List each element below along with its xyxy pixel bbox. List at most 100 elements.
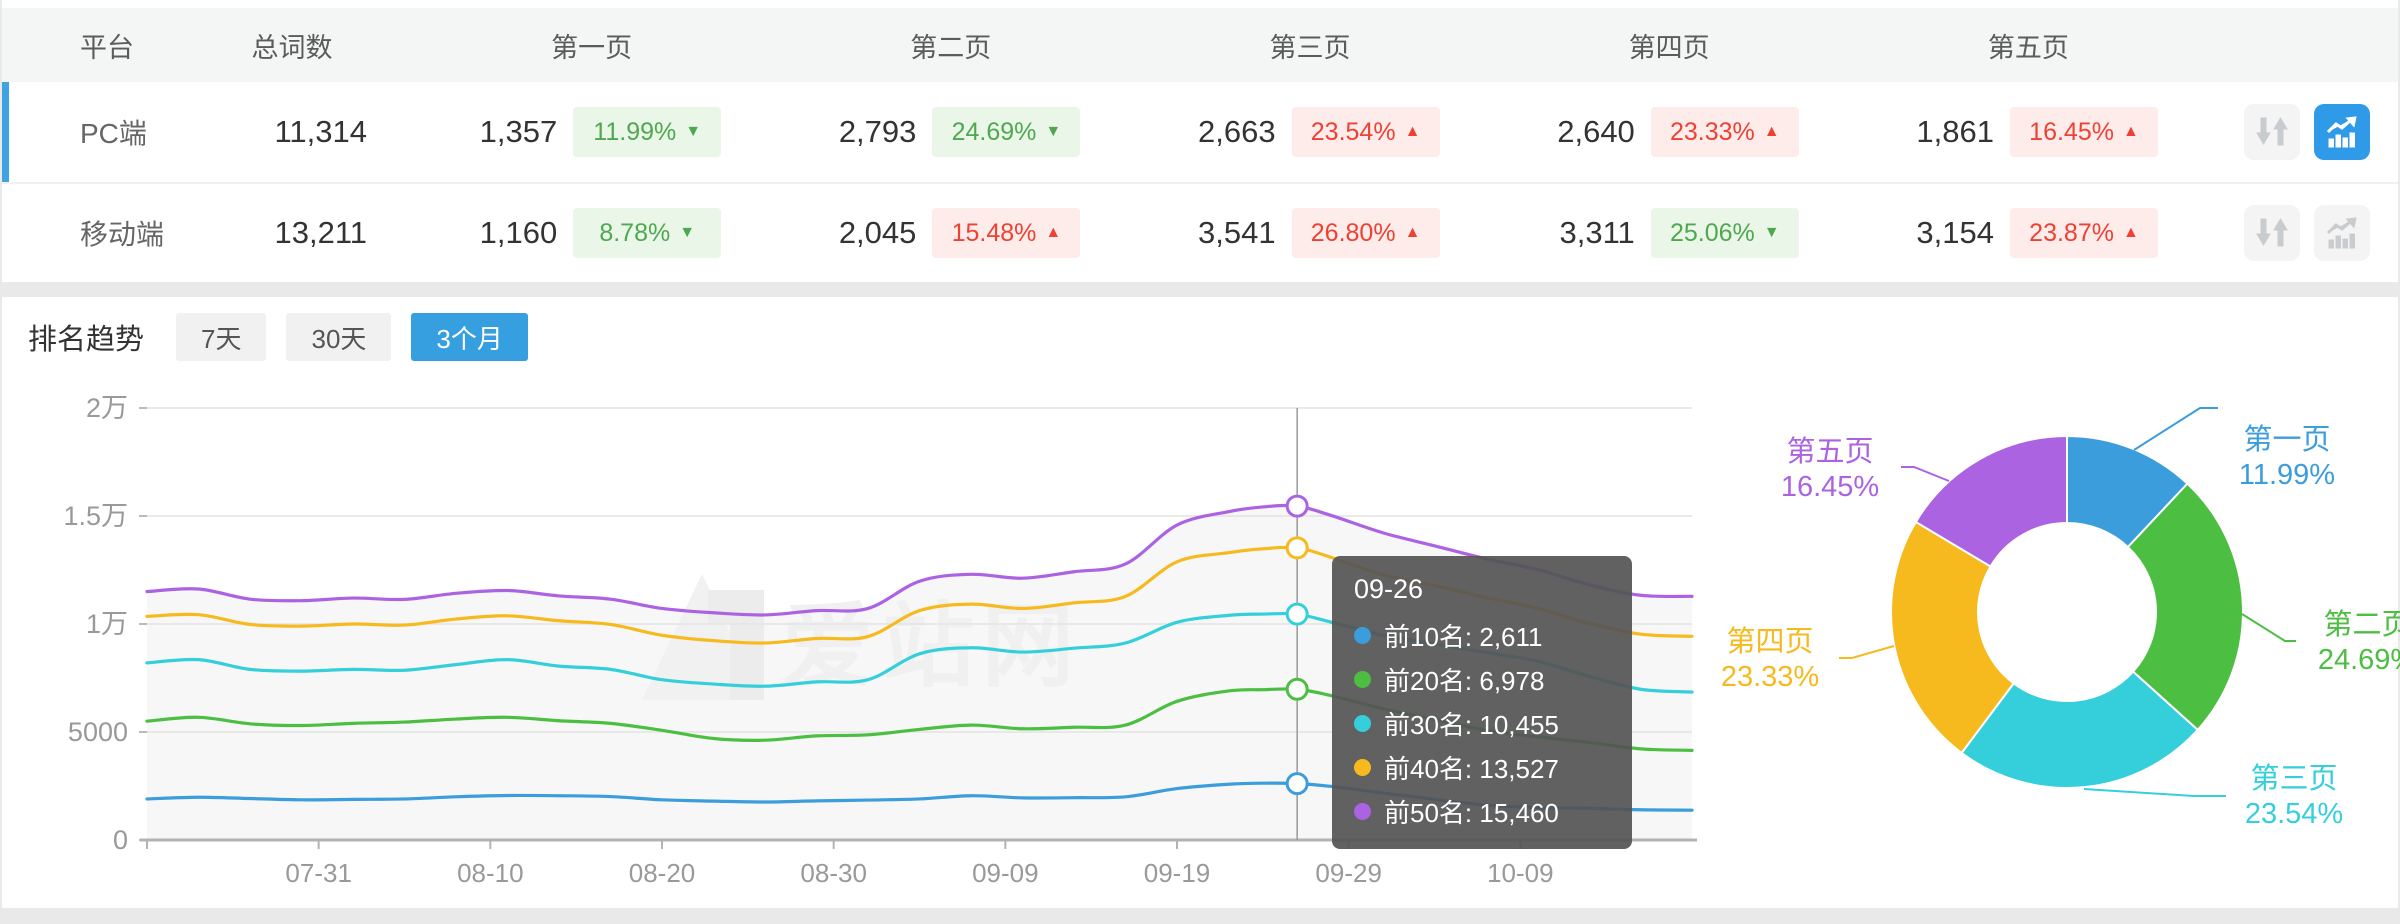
tooltip-item-text: 前50名: 15,460 <box>1384 797 1559 828</box>
tab-7days[interactable]: 7天 <box>176 313 267 361</box>
arrow-up-icon: ▲ <box>2122 123 2139 140</box>
trend-chart-icon <box>2326 217 2357 249</box>
table-row-pc[interactable]: PC端 11,314 1,357 11.99% ▼ 2,793 24.69% ▼ 2,663… <box>2 82 2398 182</box>
donut-label-percent: 23.33% <box>1720 661 1820 693</box>
change-percent: 23.54% <box>1310 117 1396 146</box>
sort-button[interactable] <box>2244 104 2300 160</box>
keyword-count: 3,541 <box>1198 215 1276 250</box>
tooltip-item: 前10名: 2,611 <box>1354 613 1610 657</box>
series-line-前50名[interactable] <box>145 503 1694 617</box>
change-badge: 16.45% ▲ <box>2010 107 2158 157</box>
tooltip-item: 前40名: 13,527 <box>1354 745 1610 789</box>
row-actions <box>2208 205 2398 261</box>
y-axis-label: 2万 <box>86 393 128 423</box>
donut-label-name: 第二页 <box>2323 609 2400 641</box>
y-axis-label: 5000 <box>68 717 128 747</box>
trend-toolbar: 排名趋势 7天 30天 3个月 <box>28 313 528 361</box>
donut-label-5: 第五页 16.45% <box>1760 435 1900 505</box>
change-badge: 23.87% ▲ <box>2010 208 2158 258</box>
total-words-value: 11,314 <box>274 114 367 149</box>
arrow-up-icon: ▲ <box>1404 123 1421 140</box>
series-dot-icon <box>1354 714 1371 732</box>
table-row-mobile[interactable]: 移动端 13,211 1,160 8.78% ▼ 2,045 15.48% ▲ 3,541 2… <box>2 182 2398 282</box>
row-actions <box>2208 104 2398 160</box>
trend-title: 排名趋势 <box>28 324 145 356</box>
label-leader-line <box>2133 407 2218 451</box>
crosshair-marker <box>1285 536 1309 560</box>
platform-label: 移动端 <box>80 219 165 250</box>
x-axis-label: 10-09 <box>1487 858 1554 888</box>
donut-slice-2[interactable] <box>2126 482 2244 732</box>
tooltip-item: 前30名: 10,455 <box>1354 701 1610 745</box>
change-badge: 8.78% ▼ <box>573 208 722 258</box>
col-header-page5: 第五页 <box>1987 32 2069 63</box>
page2-cell: 2,793 24.69% ▼ <box>771 107 1130 157</box>
donut-label-name: 第四页 <box>1726 626 1814 658</box>
table-header-row: 平台 总词数 第一页 第二页 第三页 第四页 第五页 <box>2 8 2398 83</box>
arrow-up-icon: ▲ <box>2122 224 2139 241</box>
keyword-count: 2,793 <box>838 114 917 149</box>
keyword-count: 2,640 <box>1557 114 1635 149</box>
col-header-page3: 第三页 <box>1269 32 1351 63</box>
arrow-down-icon: ▼ <box>685 123 702 140</box>
trend-panel: 排名趋势 7天 30天 3个月 爱站网 0 5000 1万 1.5万 2万 07-31 08-… <box>2 297 2400 908</box>
tooltip-item-text: 前20名: 6,978 <box>1384 665 1545 696</box>
sort-arrows-icon <box>2256 117 2288 146</box>
page1-cell: 1,357 11.99% ▼ <box>412 107 771 157</box>
change-percent: 26.80% <box>1310 218 1396 247</box>
sort-button[interactable] <box>2244 205 2300 261</box>
page5-cell: 3,154 23.87% ▲ <box>1849 208 2208 258</box>
donut-slice-5[interactable] <box>1914 434 2068 568</box>
change-percent: 23.87% <box>2029 218 2114 247</box>
donut-label-name: 第一页 <box>2243 424 2331 456</box>
change-badge: 11.99% ▼ <box>573 107 722 157</box>
change-percent: 11.99% <box>593 117 677 146</box>
donut-label-name: 第五页 <box>1786 436 1874 468</box>
keyword-count: 1,160 <box>479 215 558 250</box>
area-fill <box>147 505 1692 840</box>
crosshair-marker <box>1285 677 1309 701</box>
total-words-value: 13,211 <box>274 215 367 250</box>
label-leader-line <box>1901 466 1950 482</box>
keyword-count: 2,663 <box>1198 114 1276 149</box>
change-percent: 24.69% <box>951 117 1037 146</box>
series-dot-icon <box>1354 670 1371 688</box>
change-percent: 8.78% <box>599 218 671 247</box>
sort-arrows-icon <box>2256 218 2288 247</box>
donut-label-4: 第四页 23.33% <box>1700 625 1840 695</box>
x-axis-label: 09-09 <box>972 858 1039 888</box>
page1-cell: 1,160 8.78% ▼ <box>412 208 771 258</box>
keyword-count: 3,311 <box>1559 215 1635 250</box>
tab-30days[interactable]: 30天 <box>286 313 392 361</box>
arrow-up-icon: ▲ <box>1404 224 1421 241</box>
trend-chart-button[interactable] <box>2314 205 2370 261</box>
series-dot-icon <box>1354 802 1371 820</box>
crosshair-marker <box>1285 494 1309 518</box>
chart-tooltip: 09-26 前10名: 2,611 前20名: 6,978 前30名: 10,455… <box>1332 556 1632 849</box>
arrow-down-icon: ▼ <box>679 224 696 241</box>
page3-cell: 3,541 26.80% ▲ <box>1130 208 1489 258</box>
col-header-page1: 第一页 <box>551 32 633 63</box>
arrow-up-icon: ▲ <box>1045 224 1062 241</box>
page3-cell: 2,663 23.54% ▲ <box>1130 107 1489 157</box>
label-leader-line <box>2241 613 2296 642</box>
page4-cell: 2,640 23.33% ▲ <box>1490 107 1849 157</box>
tab-3months[interactable]: 3个月 <box>411 313 528 361</box>
change-badge: 23.54% ▲ <box>1291 107 1440 157</box>
x-axis-label: 09-19 <box>1144 858 1211 888</box>
change-badge: 23.33% ▲ <box>1650 107 1799 157</box>
donut-chart[interactable] <box>1702 356 2400 916</box>
trend-chart-button[interactable] <box>2314 104 2370 160</box>
donut-slice-3[interactable] <box>1960 670 2200 789</box>
col-header-platform: 平台 <box>80 32 134 63</box>
page2-cell: 2,045 15.48% ▲ <box>771 208 1130 258</box>
change-badge: 15.48% ▲ <box>932 208 1081 258</box>
page4-cell: 3,311 25.06% ▼ <box>1490 208 1849 258</box>
donut-slice-4[interactable] <box>1890 520 2016 755</box>
x-axis-label: 08-20 <box>629 858 696 888</box>
series-dot-icon <box>1354 626 1371 644</box>
change-badge: 24.69% ▼ <box>932 107 1081 157</box>
col-header-page4: 第四页 <box>1628 32 1710 63</box>
keyword-count: 2,045 <box>838 215 917 250</box>
